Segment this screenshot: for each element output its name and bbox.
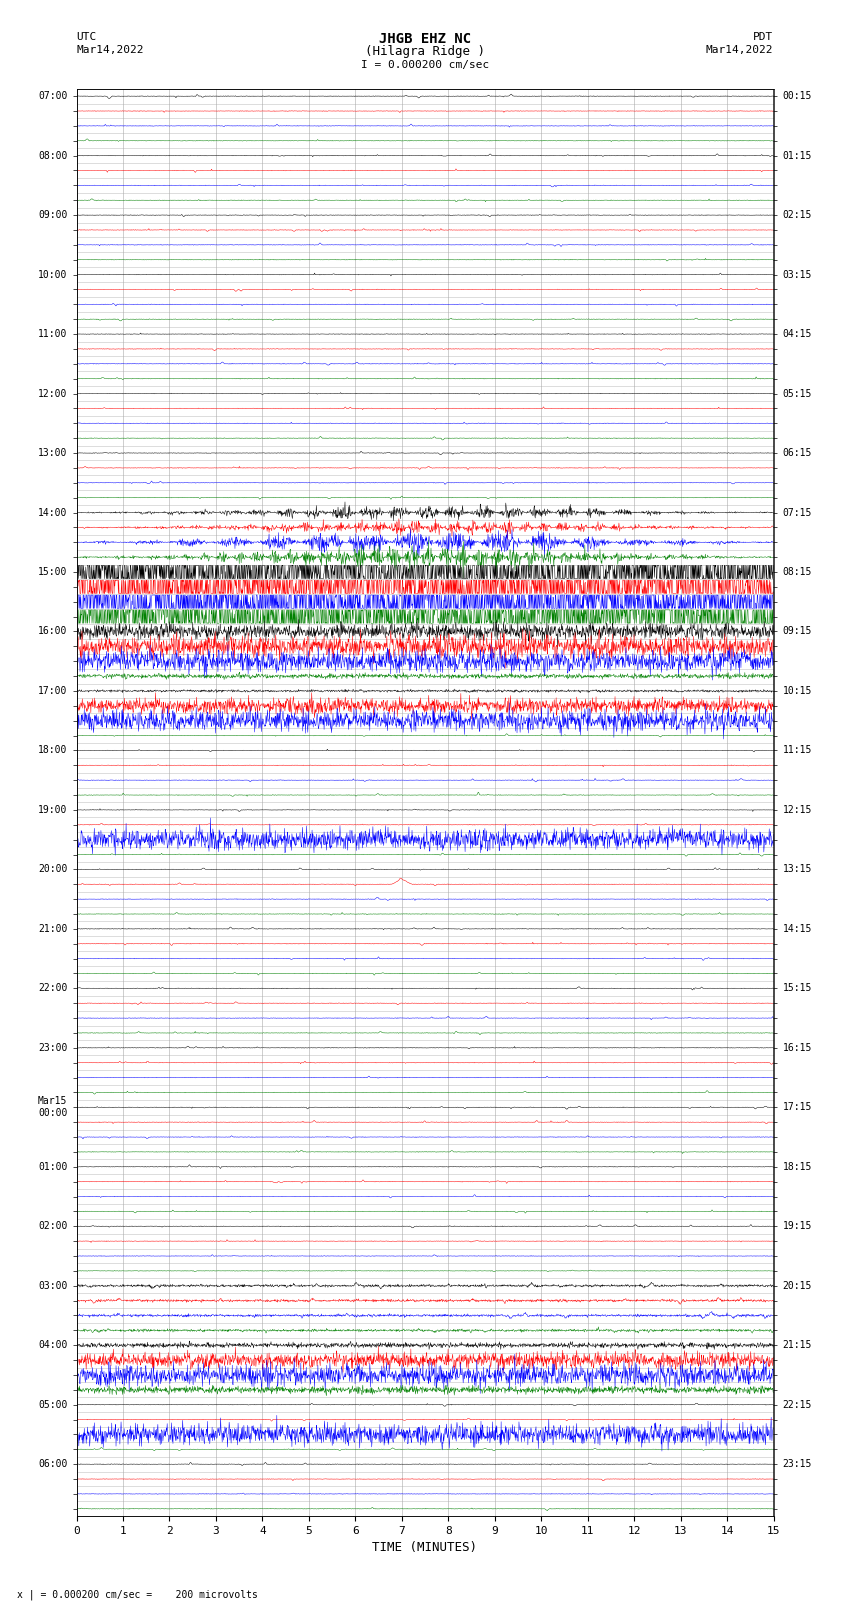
Text: UTC: UTC (76, 32, 97, 42)
Text: x | = 0.000200 cm/sec =    200 microvolts: x | = 0.000200 cm/sec = 200 microvolts (17, 1589, 258, 1600)
Text: JHGB EHZ NC: JHGB EHZ NC (379, 32, 471, 47)
Text: PDT: PDT (753, 32, 774, 42)
Text: Mar14,2022: Mar14,2022 (76, 45, 144, 55)
X-axis label: TIME (MINUTES): TIME (MINUTES) (372, 1542, 478, 1555)
Text: Mar14,2022: Mar14,2022 (706, 45, 774, 55)
Text: I = 0.000200 cm/sec: I = 0.000200 cm/sec (361, 60, 489, 69)
Text: (Hilagra Ridge ): (Hilagra Ridge ) (365, 45, 485, 58)
